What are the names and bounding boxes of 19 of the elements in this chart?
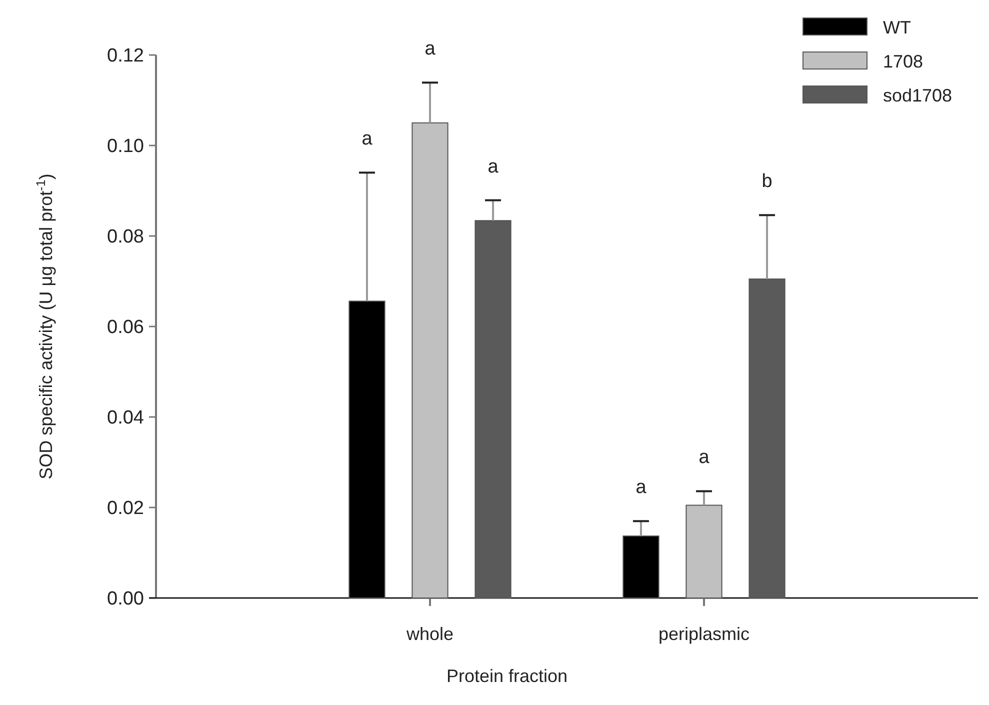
y-tick-label: 0.02 xyxy=(107,498,144,520)
legend-label: sod1708 xyxy=(883,85,952,106)
y-tick-label: 0.00 xyxy=(107,588,144,610)
y-tick-label: 0.04 xyxy=(107,408,144,429)
annotation: a xyxy=(698,447,710,468)
annotation: a xyxy=(488,156,499,178)
y-tick-label: 0.06 xyxy=(107,317,144,338)
legend-label: 1708 xyxy=(883,51,924,72)
legend-label: WT xyxy=(883,17,911,38)
y-tick-label: 0.08 xyxy=(107,226,144,248)
x-axis-title: Protein fraction xyxy=(446,666,568,686)
x-tick-label: whole xyxy=(405,624,454,644)
annotation: a xyxy=(362,128,373,150)
y-tick-label: 0.10 xyxy=(107,136,144,158)
y-tick-label: 0.12 xyxy=(107,46,144,67)
x-tick-label: periplasmic xyxy=(658,624,750,644)
annotation: a xyxy=(636,477,647,498)
annotation: b xyxy=(762,171,772,192)
annotation: a xyxy=(424,38,436,60)
